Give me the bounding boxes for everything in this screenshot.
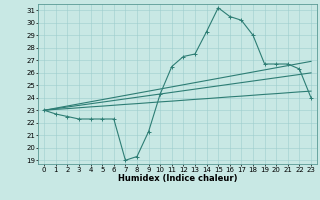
- X-axis label: Humidex (Indice chaleur): Humidex (Indice chaleur): [118, 174, 237, 183]
